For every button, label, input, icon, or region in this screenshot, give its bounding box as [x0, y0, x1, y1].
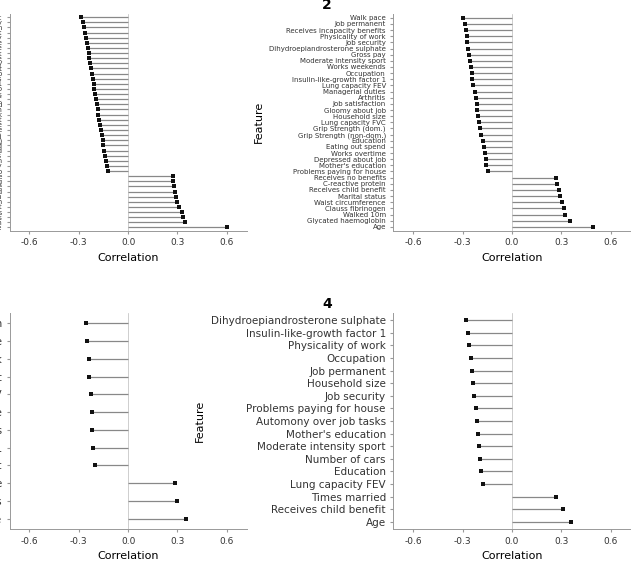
Text: 4: 4: [323, 297, 332, 311]
X-axis label: Correlation: Correlation: [97, 551, 159, 561]
X-axis label: Correlation: Correlation: [481, 253, 543, 263]
X-axis label: Correlation: Correlation: [481, 551, 543, 561]
Y-axis label: Feature: Feature: [195, 400, 205, 442]
Y-axis label: Feature: Feature: [253, 101, 264, 144]
Text: 2: 2: [323, 0, 332, 12]
X-axis label: Correlation: Correlation: [97, 253, 159, 263]
